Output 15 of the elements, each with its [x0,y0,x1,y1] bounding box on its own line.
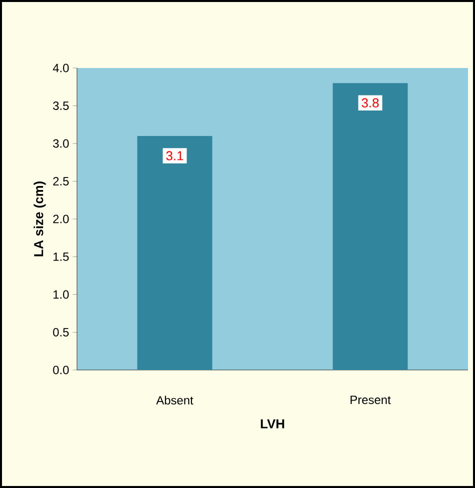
y-axis-title: LA size (cm) [34,182,46,256]
data-label: 3.8 [362,98,379,108]
y-tick-label: 2.5 [53,177,69,186]
y-tick-label: 1.5 [54,252,69,261]
y-tick-label: 3.0 [53,139,69,148]
x-axis-title: LVH [260,419,284,428]
data-label: 3.1 [166,151,184,160]
y-tick-label: 3.5 [53,102,69,110]
y-tick-label: 0.5 [53,328,69,336]
y-tick-label: 0.0 [53,366,69,374]
y-tick-label: 1.0 [54,290,69,299]
x-tick-label: Present [350,396,391,404]
y-tick-label: 4.0 [52,64,69,72]
x-tick-label: Absent [156,396,194,405]
y-tick-label: 2.0 [53,214,69,224]
